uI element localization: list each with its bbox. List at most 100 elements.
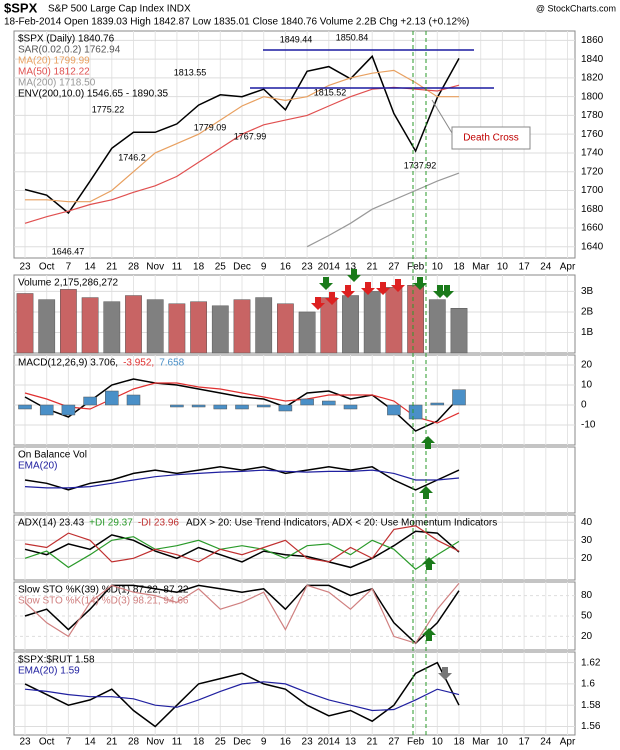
volume-bar: [233, 299, 251, 354]
x-tick-label: Feb: [407, 262, 425, 273]
x-tick-label: 9: [261, 737, 267, 748]
x-tick-label: Dec: [233, 262, 251, 273]
x-tick-label: 17: [519, 737, 531, 748]
legend-entry: MA(200) 1718.50: [18, 78, 96, 89]
series-line: [24, 681, 460, 712]
up-arrow: [419, 486, 433, 499]
volume-bar: [168, 303, 186, 354]
x-tick-label: 18: [453, 262, 465, 273]
y-tick-label: 20: [581, 360, 593, 371]
up-arrow: [422, 628, 436, 641]
price-label: 1779.09: [194, 122, 227, 132]
legend-entry: On Balance Vol: [18, 450, 87, 461]
y-tick-label: 1B: [581, 327, 594, 338]
x-tick-label: 14: [85, 262, 97, 273]
y-tick-label: 1780: [581, 110, 604, 121]
x-tick-label: 16: [280, 737, 292, 748]
x-tick-label: 23: [19, 737, 31, 748]
down-arrow: [347, 269, 361, 282]
panel-frame: [13, 30, 576, 259]
x-tick-label: 27: [388, 262, 400, 273]
annotation: Death Cross: [463, 133, 519, 144]
x-tick-label: 25: [215, 737, 227, 748]
series-line: [24, 382, 460, 424]
down-arrow: [391, 279, 405, 292]
down-arrow: [325, 292, 339, 305]
legend-entry: MA(20) 1799.99: [18, 56, 90, 67]
down-arrow: [376, 282, 390, 295]
y-tick-label: -10: [581, 420, 596, 431]
x-tick-label: 24: [540, 737, 552, 748]
x-tick-label: 10: [432, 262, 444, 273]
volume-bar: [81, 297, 99, 354]
volume-bar: [320, 297, 338, 354]
x-tick-label: 23: [302, 262, 314, 273]
y-tick-label: 1.62: [581, 657, 601, 668]
histogram-bar: [256, 404, 271, 408]
panel-frame: [13, 651, 576, 736]
y-tick-label: 1800: [581, 91, 604, 102]
x-tick-label: Oct: [39, 737, 55, 748]
x-tick-label: 28: [128, 262, 140, 273]
x-tick-label: Oct: [39, 262, 55, 273]
histogram-bar: [213, 404, 228, 410]
price-label: 1850.84: [336, 32, 369, 42]
histogram-bar: [278, 404, 293, 412]
x-tick-label: 24: [540, 262, 552, 273]
up-arrow: [422, 557, 436, 570]
legend-entry: $SPX (Daily) 1840.76: [18, 34, 115, 45]
legend-entry: Slow STO %K(14) %D(3) 98.21, 94.66: [18, 596, 189, 607]
x-tick-label: 21: [367, 737, 379, 748]
x-tick-label: Mar: [472, 262, 490, 273]
y-tick-label: 1700: [581, 185, 604, 196]
legend-entry: MA(50) 1812.22: [18, 67, 90, 78]
y-tick-label: 1640: [581, 241, 604, 252]
x-tick-label: 7: [66, 262, 72, 273]
price-label: 1813.55: [174, 67, 207, 77]
panel-frame: [13, 354, 576, 446]
y-tick-label: 1660: [581, 223, 604, 234]
volume-bar: [342, 295, 359, 354]
series-line: [24, 525, 460, 563]
y-tick-label: 1.56: [581, 721, 601, 732]
volume-bar: [60, 289, 77, 354]
subtitle: S&P 500 Large Cap Index INDX: [48, 4, 191, 15]
histogram-bar: [191, 404, 206, 408]
histogram-bar: [126, 394, 141, 406]
down-arrow: [413, 277, 427, 290]
y-tick-label: 0: [581, 400, 587, 411]
x-tick-label: Dec: [233, 737, 251, 748]
panel-frame: [13, 446, 576, 514]
panel-frame: [13, 514, 576, 581]
y-tick-label: 20: [581, 631, 593, 642]
histogram-bar: [343, 404, 358, 410]
annotation-pointer: [431, 99, 453, 134]
down-arrow: [311, 297, 325, 310]
x-tick-label: 11: [172, 262, 183, 273]
x-tick-label: 2014: [318, 737, 341, 748]
legend-entry: 7.658: [159, 358, 184, 369]
y-tick-label: 1840: [581, 54, 604, 65]
x-tick-label: 17: [519, 262, 531, 273]
y-tick-label: 20: [581, 553, 593, 564]
y-tick-label: 1.58: [581, 700, 601, 711]
x-tick-label: 21: [367, 262, 379, 273]
y-tick-label: 50: [581, 611, 593, 622]
up-arrow: [421, 436, 435, 449]
legend-entry: -DI 23.96: [138, 518, 180, 529]
legend-entry: MACD(12,26,9) 3.706,: [18, 358, 118, 369]
y-tick-label: 1820: [581, 73, 604, 84]
volume-bar: [407, 285, 424, 354]
x-tick-label: 7: [66, 737, 72, 748]
volume-bar: [277, 303, 294, 354]
down-arrow: [438, 667, 452, 680]
volume-bar: [255, 297, 273, 354]
quote-info: 18-Feb-2014 Open 1839.03 High 1842.87 Lo…: [4, 17, 469, 28]
x-tick-label: 18: [193, 737, 205, 748]
series-line: [24, 466, 460, 491]
price-label: 1849.44: [280, 34, 313, 44]
y-tick-label: 1860: [581, 35, 604, 46]
x-tick-label: 10: [497, 737, 509, 748]
x-tick-label: Nov: [146, 262, 164, 273]
y-tick-label: 1760: [581, 129, 604, 140]
